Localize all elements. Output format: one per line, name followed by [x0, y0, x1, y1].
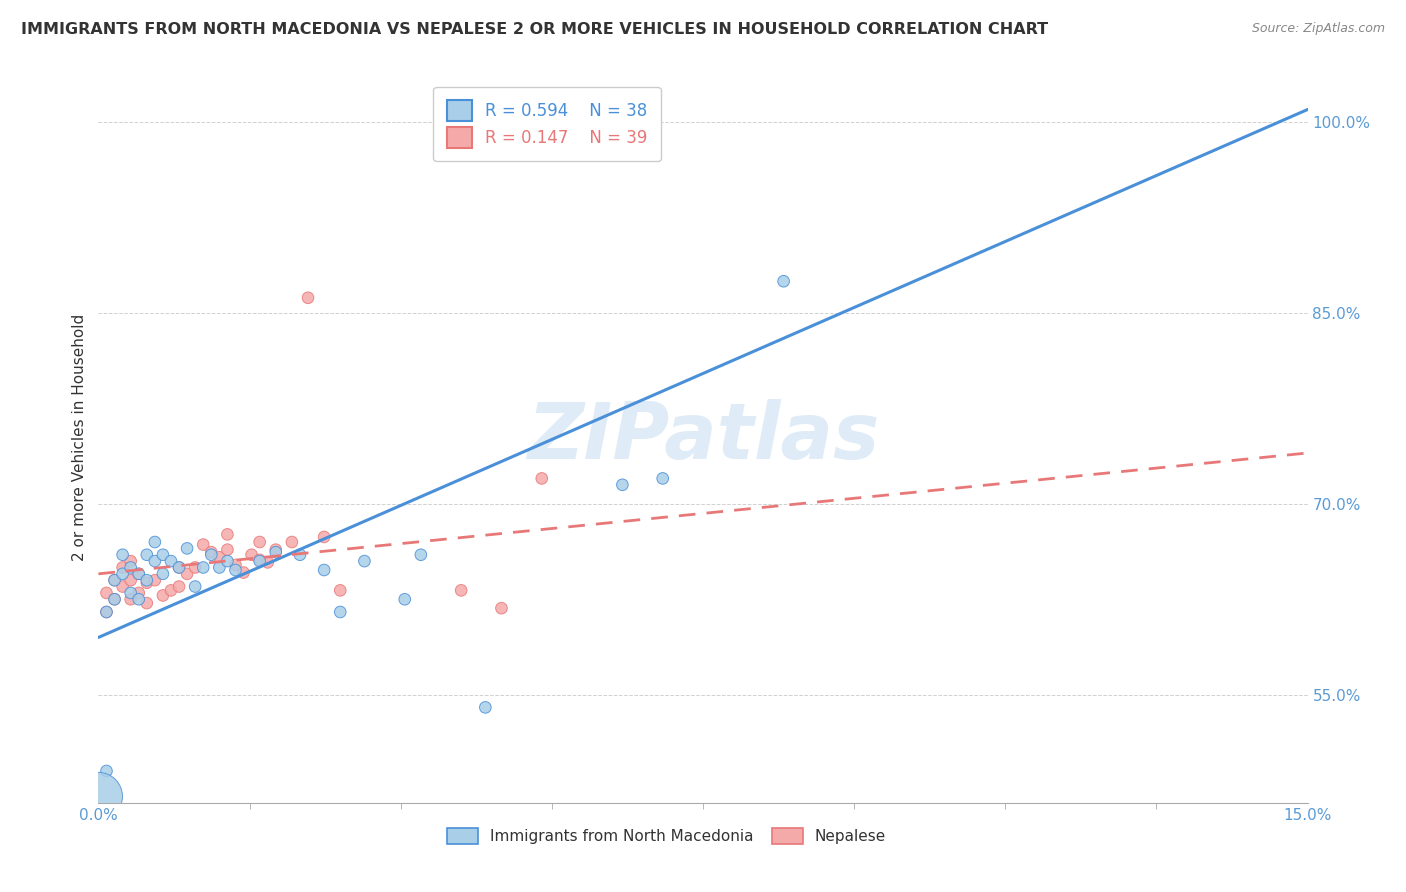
Point — [217, 542, 239, 557]
Point — [87, 789, 110, 804]
Point — [96, 605, 118, 619]
Point — [281, 535, 304, 549]
Point — [288, 548, 311, 562]
Point — [103, 592, 125, 607]
Point — [167, 560, 190, 574]
Point — [491, 601, 513, 615]
Point — [103, 573, 125, 587]
Point — [135, 575, 157, 590]
Point — [96, 586, 118, 600]
Point — [353, 554, 375, 568]
Point — [651, 471, 673, 485]
Point — [135, 548, 157, 562]
Point — [217, 554, 239, 568]
Point — [217, 527, 239, 541]
Point — [297, 291, 319, 305]
Point — [143, 535, 166, 549]
Point — [200, 548, 222, 562]
Point — [240, 548, 263, 562]
Point — [232, 566, 254, 580]
Point — [314, 563, 336, 577]
Legend: Immigrants from North Macedonia, Nepalese: Immigrants from North Macedonia, Nepales… — [441, 822, 893, 850]
Point — [160, 554, 183, 568]
Text: Source: ZipAtlas.com: Source: ZipAtlas.com — [1251, 22, 1385, 36]
Point — [128, 566, 150, 581]
Point — [128, 566, 150, 581]
Point — [96, 764, 118, 778]
Point — [249, 535, 271, 549]
Point — [160, 583, 183, 598]
Point — [152, 566, 174, 581]
Point — [143, 554, 166, 568]
Point — [135, 573, 157, 587]
Point — [264, 545, 287, 559]
Point — [111, 580, 134, 594]
Point — [176, 541, 198, 556]
Point — [96, 605, 118, 619]
Point — [184, 560, 207, 574]
Point — [167, 580, 190, 594]
Point — [120, 586, 142, 600]
Point — [120, 573, 142, 587]
Point — [193, 538, 215, 552]
Point — [135, 596, 157, 610]
Point — [249, 553, 271, 567]
Point — [120, 560, 142, 574]
Point — [120, 592, 142, 607]
Point — [128, 592, 150, 607]
Point — [200, 545, 222, 559]
Point — [103, 573, 125, 587]
Point — [612, 477, 634, 491]
Point — [143, 573, 166, 587]
Text: IMMIGRANTS FROM NORTH MACEDONIA VS NEPALESE 2 OR MORE VEHICLES IN HOUSEHOLD CORR: IMMIGRANTS FROM NORTH MACEDONIA VS NEPAL… — [21, 22, 1049, 37]
Point — [208, 560, 231, 574]
Point — [152, 589, 174, 603]
Y-axis label: 2 or more Vehicles in Household: 2 or more Vehicles in Household — [72, 313, 87, 561]
Point — [176, 566, 198, 581]
Point — [152, 548, 174, 562]
Point — [103, 592, 125, 607]
Point — [450, 583, 472, 598]
Point — [111, 560, 134, 574]
Point — [120, 554, 142, 568]
Point — [167, 560, 190, 574]
Point — [329, 605, 352, 619]
Point — [474, 700, 496, 714]
Point — [264, 542, 287, 557]
Point — [111, 548, 134, 562]
Point — [208, 550, 231, 565]
Point — [256, 555, 278, 569]
Point — [111, 566, 134, 581]
Point — [409, 548, 432, 562]
Point — [530, 471, 553, 485]
Point — [249, 554, 271, 568]
Point — [224, 563, 246, 577]
Point — [224, 558, 246, 572]
Point — [193, 560, 215, 574]
Text: ZIPatlas: ZIPatlas — [527, 399, 879, 475]
Point — [184, 580, 207, 594]
Point — [128, 586, 150, 600]
Point — [314, 530, 336, 544]
Point — [394, 592, 416, 607]
Point — [772, 274, 794, 288]
Point — [329, 583, 352, 598]
